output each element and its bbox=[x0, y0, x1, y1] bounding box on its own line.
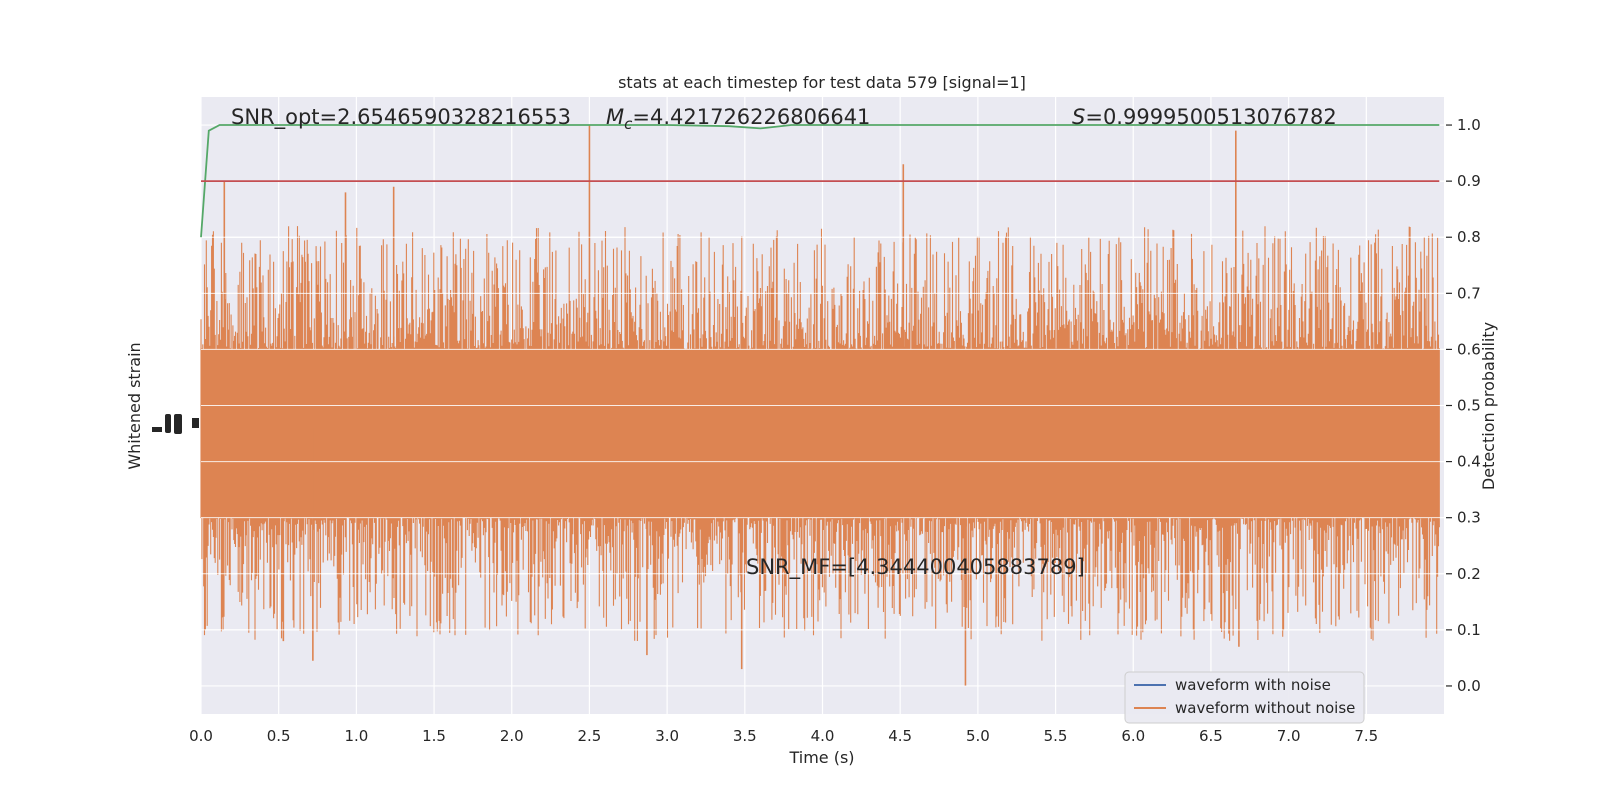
x-axis-ticks: 0.0 0.5 1.0 1.5 2.0 2.5 3.0 3.5 4.0 4.5 5.0 5.5 6.0 6… bbox=[189, 727, 1378, 745]
y-tick-label: 0.9 bbox=[1457, 172, 1481, 190]
legend-label-without-noise: waveform without noise bbox=[1175, 699, 1355, 717]
x-tick-label: 4.0 bbox=[811, 727, 835, 745]
noise-dense-band bbox=[201, 349, 1440, 518]
x-axis-label: Time (s) bbox=[788, 748, 854, 767]
y-tick-label: 1.0 bbox=[1457, 116, 1481, 134]
y-axis-label-left: Whitened strain bbox=[125, 342, 144, 469]
y-tick-label: 0.6 bbox=[1457, 340, 1481, 358]
x-tick-label: 6.5 bbox=[1199, 727, 1223, 745]
y-tick-label: 0.3 bbox=[1457, 509, 1481, 527]
left-axis bbox=[152, 414, 199, 434]
y-axis-label-right: Detection probability bbox=[1479, 322, 1498, 490]
y-tick-label: 0.0 bbox=[1457, 677, 1481, 695]
x-tick-label: 7.5 bbox=[1354, 727, 1378, 745]
legend-box bbox=[1124, 671, 1365, 724]
right-axis-ticks: 0.0 0.1 0.2 0.3 0.4 0.5 0.6 0.7 0.8 0.9 1.0 bbox=[1446, 116, 1481, 695]
series-lines bbox=[200, 124, 1440, 238]
x-tick-label: 3.0 bbox=[655, 727, 679, 745]
x-tick-label: 5.0 bbox=[966, 727, 990, 745]
x-tick-label: 0.0 bbox=[189, 727, 213, 745]
annotation-chirp-mass: Mc=4.421726226806641 bbox=[606, 105, 870, 133]
y-tick-label: 0.5 bbox=[1457, 397, 1481, 415]
left-axis-tick-blob bbox=[165, 414, 171, 433]
annotation-snr-mf: SNR_MF=[4.344400405883789] bbox=[746, 555, 1085, 580]
left-axis-tick-blob bbox=[174, 414, 182, 434]
annotation-overlap: S=0.9999500513076782 bbox=[1072, 105, 1337, 129]
chart-title: stats at each timestep for test data 579… bbox=[618, 73, 1026, 92]
legend: waveform with noise waveform without noi… bbox=[1124, 671, 1365, 724]
x-tick-label: 1.0 bbox=[344, 727, 368, 745]
x-tick-label: 2.5 bbox=[578, 727, 602, 745]
x-tick-label: 1.5 bbox=[422, 727, 446, 745]
legend-label-with-noise: waveform with noise bbox=[1175, 676, 1331, 694]
left-axis-tick-blob bbox=[192, 418, 199, 428]
series-line-detection-probability bbox=[200, 124, 1440, 238]
x-tick-label: 2.0 bbox=[500, 727, 524, 745]
left-axis-tick-blob bbox=[152, 427, 162, 432]
y-tick-label: 0.7 bbox=[1457, 284, 1481, 302]
series-waveform-without-noise bbox=[200, 124, 1444, 687]
y-tick-label: 0.1 bbox=[1457, 621, 1481, 639]
x-tick-label: 6.0 bbox=[1121, 727, 1145, 745]
x-tick-label: 0.5 bbox=[267, 727, 291, 745]
x-tick-label: 7.0 bbox=[1277, 727, 1301, 745]
x-tick-label: 3.5 bbox=[733, 727, 757, 745]
x-tick-label: 4.5 bbox=[888, 727, 912, 745]
y-tick-label: 0.4 bbox=[1457, 453, 1481, 471]
y-tick-label: 0.2 bbox=[1457, 565, 1481, 583]
annotation-snr-opt: SNR_opt=2.6546590328216553 bbox=[231, 105, 571, 130]
y-tick-label: 0.8 bbox=[1457, 228, 1481, 246]
x-tick-label: 5.5 bbox=[1044, 727, 1068, 745]
